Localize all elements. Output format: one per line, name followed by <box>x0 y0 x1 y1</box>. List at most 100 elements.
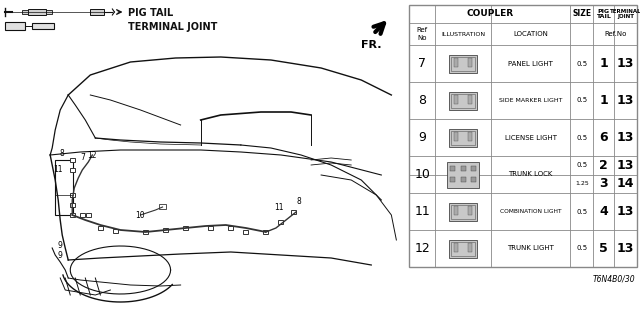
Bar <box>454 58 458 67</box>
Bar <box>450 177 455 182</box>
Text: TRUNK LOCK: TRUNK LOCK <box>508 172 553 178</box>
Bar <box>461 177 465 182</box>
Bar <box>28 9 46 15</box>
Text: 0.5: 0.5 <box>576 209 588 214</box>
Bar <box>449 203 477 220</box>
Bar <box>451 204 475 219</box>
Text: 9: 9 <box>419 131 426 144</box>
Text: Ref.No: Ref.No <box>604 31 627 37</box>
Bar <box>461 165 465 171</box>
Bar <box>70 158 75 162</box>
Bar <box>70 168 75 172</box>
Text: TRUNK LIGHT: TRUNK LIGHT <box>508 245 554 252</box>
Text: PANEL LIGHT: PANEL LIGHT <box>508 60 553 67</box>
Bar <box>449 239 477 258</box>
Text: 13: 13 <box>617 131 634 144</box>
Bar <box>449 92 477 109</box>
Bar <box>471 177 476 182</box>
Text: 1: 1 <box>599 57 608 70</box>
Text: Ref
No: Ref No <box>417 28 428 41</box>
Bar <box>113 229 118 233</box>
Text: 0.5: 0.5 <box>576 98 588 103</box>
Bar <box>143 230 148 234</box>
Bar <box>468 206 472 215</box>
Bar <box>70 203 75 207</box>
Bar <box>468 243 472 252</box>
Text: 9: 9 <box>58 251 63 260</box>
Text: 1.25: 1.25 <box>575 181 589 186</box>
Text: 13: 13 <box>617 205 634 218</box>
Bar <box>208 226 213 230</box>
Bar <box>468 132 472 141</box>
Bar <box>70 213 75 217</box>
Bar <box>55 160 73 215</box>
Text: 8: 8 <box>297 197 301 206</box>
Bar <box>451 131 475 145</box>
Bar <box>243 230 248 234</box>
Bar <box>449 54 477 73</box>
Text: 8: 8 <box>60 148 65 157</box>
Text: PIG TAIL: PIG TAIL <box>129 8 173 18</box>
Bar <box>278 220 284 224</box>
Bar <box>449 129 477 147</box>
Text: 12: 12 <box>415 242 430 255</box>
Text: LICENSE LIGHT: LICENSE LIGHT <box>505 134 557 140</box>
Text: 1: 1 <box>599 94 608 107</box>
Text: 11: 11 <box>54 165 63 174</box>
Text: 7: 7 <box>80 154 84 163</box>
Bar <box>264 230 268 234</box>
Text: 14: 14 <box>617 177 634 190</box>
Bar <box>32 23 54 29</box>
Bar <box>22 10 28 14</box>
Text: SIZE: SIZE <box>572 10 591 19</box>
Bar <box>450 165 455 171</box>
Bar <box>98 226 103 230</box>
Text: COMBINATION LIGHT: COMBINATION LIGHT <box>500 209 561 214</box>
Bar <box>451 93 475 108</box>
Bar <box>163 228 168 232</box>
Bar <box>5 22 25 30</box>
Text: 13: 13 <box>617 159 634 172</box>
Text: 8: 8 <box>419 94 426 107</box>
Text: 0.5: 0.5 <box>576 60 588 67</box>
Text: FR.: FR. <box>361 40 381 50</box>
Bar <box>454 206 458 215</box>
Bar <box>454 132 458 141</box>
Bar <box>80 213 84 217</box>
Text: 13: 13 <box>617 57 634 70</box>
Bar <box>454 243 458 252</box>
Bar <box>291 210 296 214</box>
Text: 0.5: 0.5 <box>576 134 588 140</box>
Text: 10: 10 <box>136 211 145 220</box>
Bar <box>410 5 637 267</box>
Text: 0.5: 0.5 <box>576 162 588 168</box>
Bar <box>468 95 472 104</box>
Bar <box>468 58 472 67</box>
Text: 11: 11 <box>274 203 284 212</box>
Text: TERMINAL
JOINT: TERMINAL JOINT <box>610 9 640 20</box>
Text: 5: 5 <box>599 242 608 255</box>
Text: 6: 6 <box>600 131 608 144</box>
Bar <box>451 57 475 70</box>
Bar <box>159 204 166 209</box>
Text: 9: 9 <box>58 241 63 250</box>
Text: 11: 11 <box>415 205 430 218</box>
Text: 2: 2 <box>599 159 608 172</box>
Bar <box>454 95 458 104</box>
Text: 4: 4 <box>599 205 608 218</box>
Text: 13: 13 <box>617 94 634 107</box>
Bar <box>228 226 234 230</box>
Bar <box>90 9 104 15</box>
Text: TERMINAL JOINT: TERMINAL JOINT <box>129 22 218 32</box>
Bar <box>447 162 479 188</box>
Text: 12: 12 <box>88 150 97 159</box>
Bar <box>46 10 52 14</box>
Text: T6N4B0/30: T6N4B0/30 <box>593 275 635 284</box>
Text: ILLUSTRATION: ILLUSTRATION <box>441 31 485 36</box>
Text: 3: 3 <box>600 177 608 190</box>
Text: 7: 7 <box>419 57 426 70</box>
Text: PIG
TAIL: PIG TAIL <box>596 9 611 20</box>
Text: LOCATION: LOCATION <box>513 31 548 37</box>
Text: 0.5: 0.5 <box>576 245 588 252</box>
Text: 13: 13 <box>617 242 634 255</box>
